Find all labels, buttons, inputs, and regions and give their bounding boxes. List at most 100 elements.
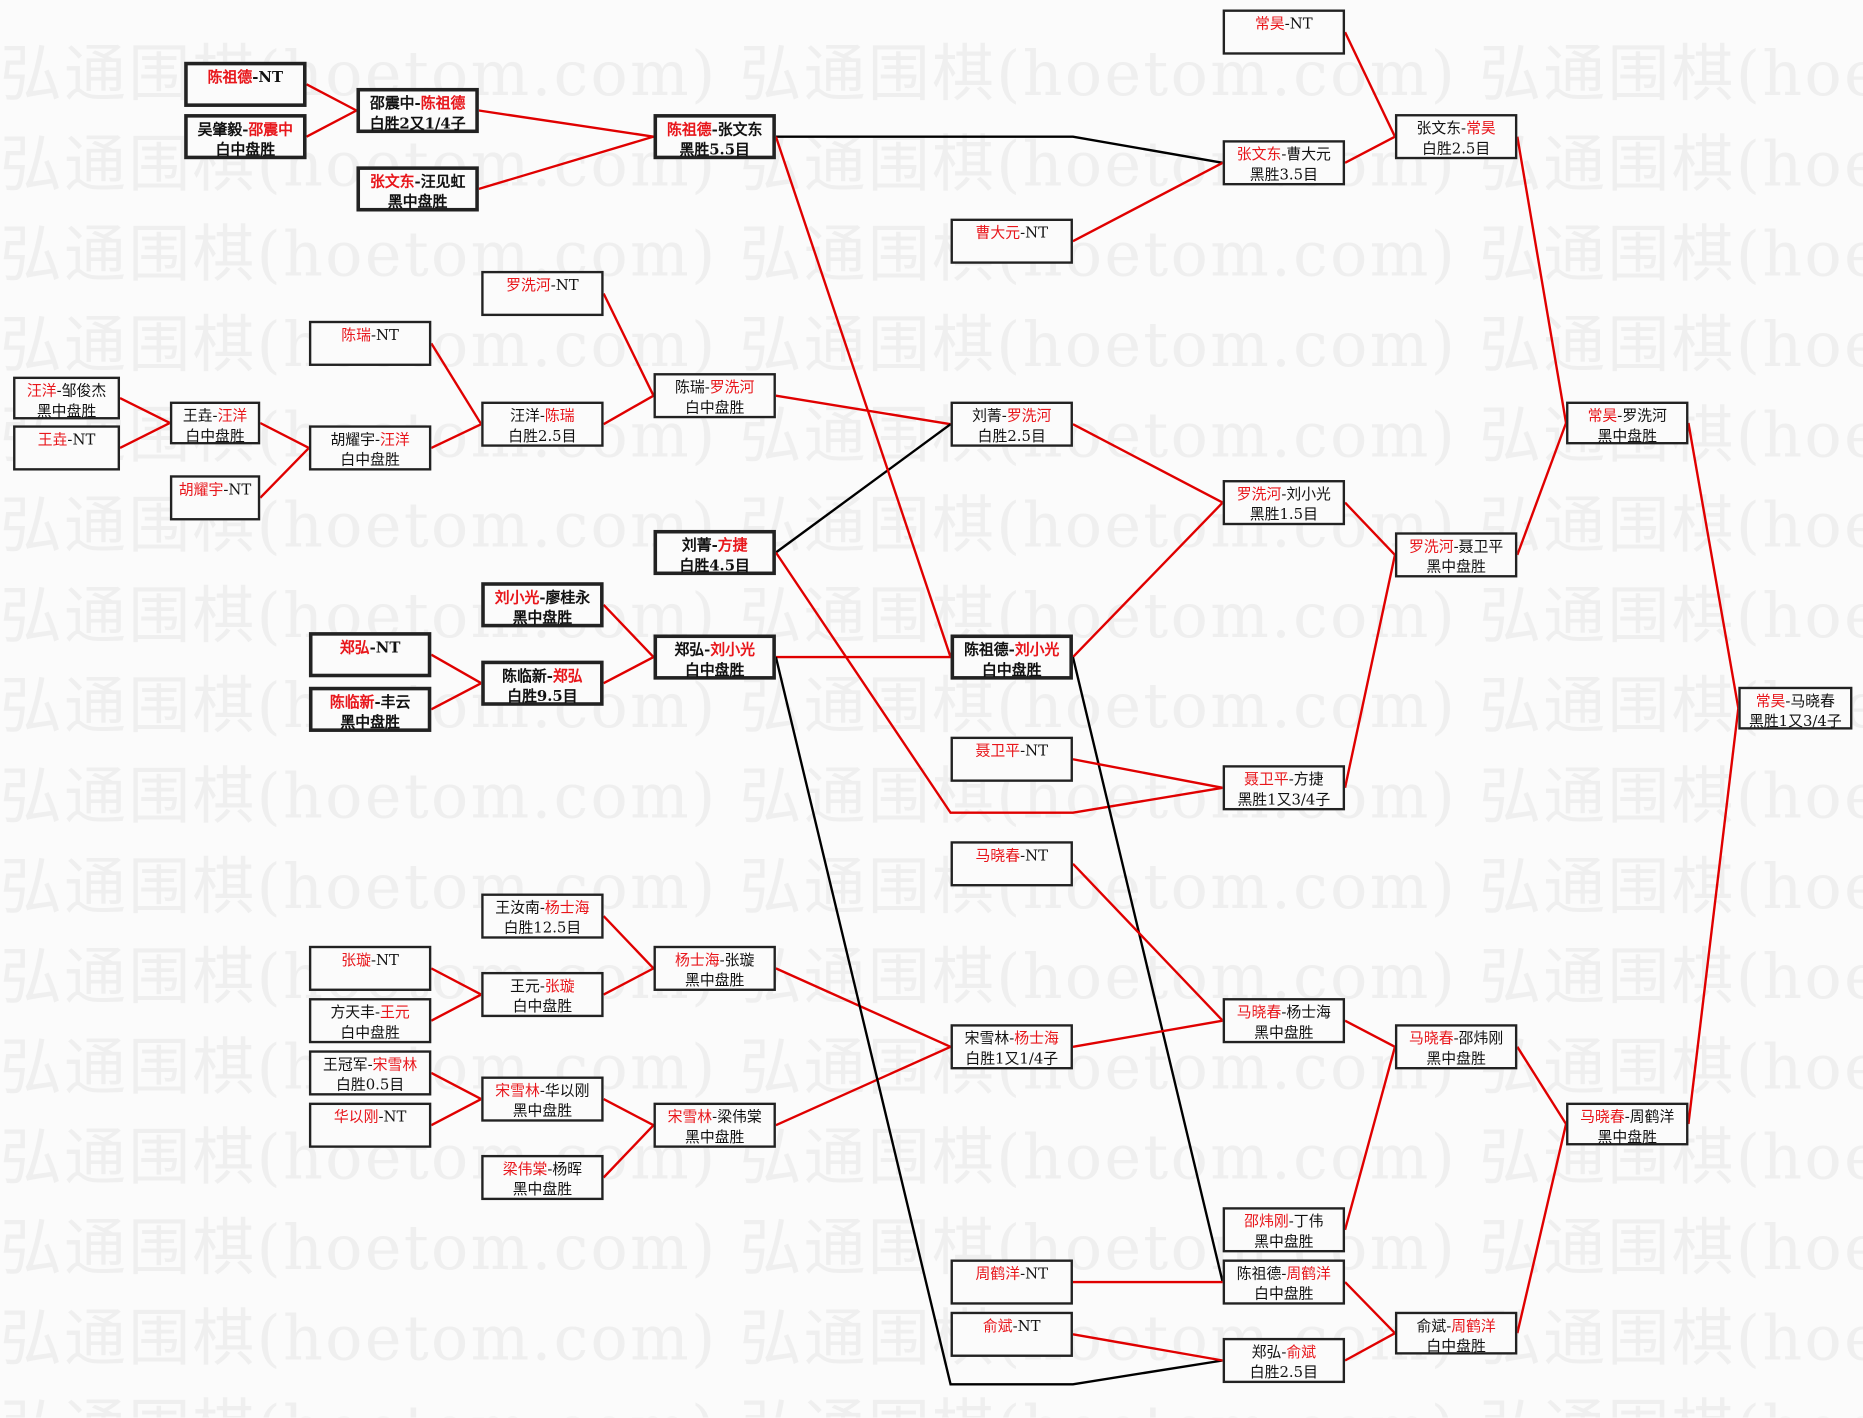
winner-name: 常昊 (1255, 14, 1285, 33)
player-name: 张文东 (1416, 118, 1462, 137)
no-opponent: NT (383, 1107, 407, 1126)
bracket-line-winner (603, 394, 655, 426)
match-result: 白中盘胜 (340, 450, 400, 469)
match-result: 黑胜1又3/4子 (1748, 711, 1842, 730)
match-result: 白中盘胜 (512, 996, 573, 1015)
match-players: 宋雪林-杨士海 (953, 1028, 1071, 1048)
match-result: 黑中盘胜 (684, 970, 745, 989)
separator: - (704, 377, 710, 396)
match-players: 王汝南-杨士海 (484, 897, 602, 917)
match-box: 刘菁-罗洗河 白胜2.5目 (950, 401, 1073, 447)
match-box: 邵炜刚-丁伟 黑中盘胜 (1222, 1207, 1346, 1253)
player-name: 宋雪林 (964, 1028, 1010, 1047)
bracket-line-winner (1516, 136, 1568, 424)
match-players: 张文东-汪见虹 (360, 171, 475, 191)
match-result: 白中盘胜 (684, 398, 745, 416)
winner-name: 俞斌 (982, 1316, 1013, 1335)
bracket-line-winner (774, 551, 1223, 814)
separator: - (1020, 223, 1026, 242)
separator: - (711, 120, 718, 138)
separator: - (223, 480, 229, 498)
separator: - (371, 325, 377, 344)
match-box: 刘小光-廖桂永 黑中盘胜 (481, 582, 604, 628)
separator: - (704, 640, 711, 659)
match-players: 方天丰-王元 (311, 1002, 429, 1022)
bracket-line-winner (259, 421, 310, 450)
winner-name: 聂卫平 (975, 741, 1021, 760)
match-box: 陈瑞-NT (308, 320, 432, 366)
separator: - (1284, 14, 1290, 33)
winner-name: 刘小光 (710, 640, 755, 659)
winner-name: 杨士海 (544, 898, 590, 917)
separator: - (1617, 406, 1623, 425)
bracket-line-winner (1072, 423, 1224, 504)
match-result: 白胜12.5目 (503, 918, 582, 937)
player-name: 邵震中 (369, 93, 415, 112)
match-result: 黑中盘胜 (512, 1101, 573, 1120)
match-result: 黑中盘胜 (512, 608, 573, 627)
separator: - (252, 67, 259, 86)
match-players: 郑弘-NT (312, 637, 427, 657)
player-name: 汪洋 (510, 406, 540, 425)
winner-name: 陈祖德 (207, 67, 253, 86)
match-players: 邵震中-陈祖德 (360, 93, 475, 113)
bracket-line-winner (1687, 708, 1740, 1125)
match-box: 俞斌-周鹤洋 白中盘胜 (1394, 1311, 1518, 1355)
match-box: 宋雪林-梁伟棠 黑中盘胜 (653, 1102, 776, 1148)
winner-name: 邵炜刚 (1244, 1211, 1289, 1230)
match-box: 汪洋-陈瑞 白胜2.5目 (481, 401, 604, 447)
match-result: 黑中盘胜 (387, 192, 448, 211)
separator: - (1281, 484, 1287, 503)
player-name: 张文东 (717, 120, 763, 138)
winner-name: 罗洗河 (506, 275, 551, 294)
match-box: 陈瑞-罗洗河 白中盘胜 (653, 373, 776, 419)
separator: - (1453, 537, 1459, 555)
match-result: 白中盘胜 (982, 660, 1042, 679)
player-name: 郑弘 (1251, 1342, 1282, 1361)
bracket-line-winner (259, 447, 310, 499)
match-result: 黑中盘胜 (1254, 1232, 1314, 1250)
player-name: 廖桂永 (545, 588, 591, 606)
match-players: 宋雪林-华以刚 (484, 1080, 602, 1100)
separator: - (414, 172, 421, 191)
match-result: 白胜1又1/4子 (965, 1049, 1059, 1068)
separator: - (712, 1107, 718, 1126)
separator: - (550, 275, 556, 294)
match-box: 胡耀宇-NT (169, 475, 261, 521)
winner-name: 陈瑞 (544, 406, 575, 425)
winner-name: 曹大元 (975, 223, 1021, 242)
match-result: 黑中盘胜 (1426, 557, 1486, 576)
player-name: 邹俊杰 (61, 381, 107, 400)
separator: - (1281, 144, 1287, 163)
player-name: 杨晖 (552, 1159, 583, 1178)
match-players: 汪洋-邹俊杰 (15, 380, 117, 400)
winner-name: 常昊 (1587, 406, 1618, 425)
bracket-line-winner (1687, 422, 1740, 709)
match-players: 马晓春-周鹤洋 (1568, 1106, 1686, 1126)
bracket-line-winner (603, 1098, 655, 1127)
match-players: 王垚-NT (15, 429, 117, 449)
match-box: 宋雪林-杨士海 白胜1又1/4子 (950, 1024, 1073, 1070)
separator: - (67, 430, 73, 448)
bracket-line-loser (774, 656, 1223, 1386)
no-opponent: NT (1025, 223, 1049, 242)
match-players: 张璇-NT (311, 949, 429, 969)
bracket-line-winner (1344, 1019, 1396, 1048)
bracket-line-loser (775, 423, 952, 554)
match-players: 华以刚-NT (311, 1106, 429, 1126)
bracket-line-winner (430, 967, 482, 996)
match-box: 陈祖德-NT (184, 61, 307, 107)
bracket-line-winner (1344, 501, 1396, 556)
bracket-line-winner (602, 292, 655, 397)
bracket-line-winner (430, 993, 482, 1022)
match-box: 方天丰-王元 白中盘胜 (308, 998, 432, 1044)
separator: - (546, 666, 553, 685)
match-box: 聂卫平-NT (950, 736, 1073, 782)
match-result: 黑中盘胜 (1597, 1127, 1657, 1146)
winner-name: 马晓春 (975, 845, 1021, 864)
match-players: 王垚-汪洋 (172, 405, 258, 425)
winner-name: 王元 (380, 1002, 410, 1021)
winner-name: 郑弘 (552, 666, 583, 685)
match-players: 郑弘-刘小光 (657, 639, 772, 659)
player-name: 陈临新 (502, 666, 547, 685)
